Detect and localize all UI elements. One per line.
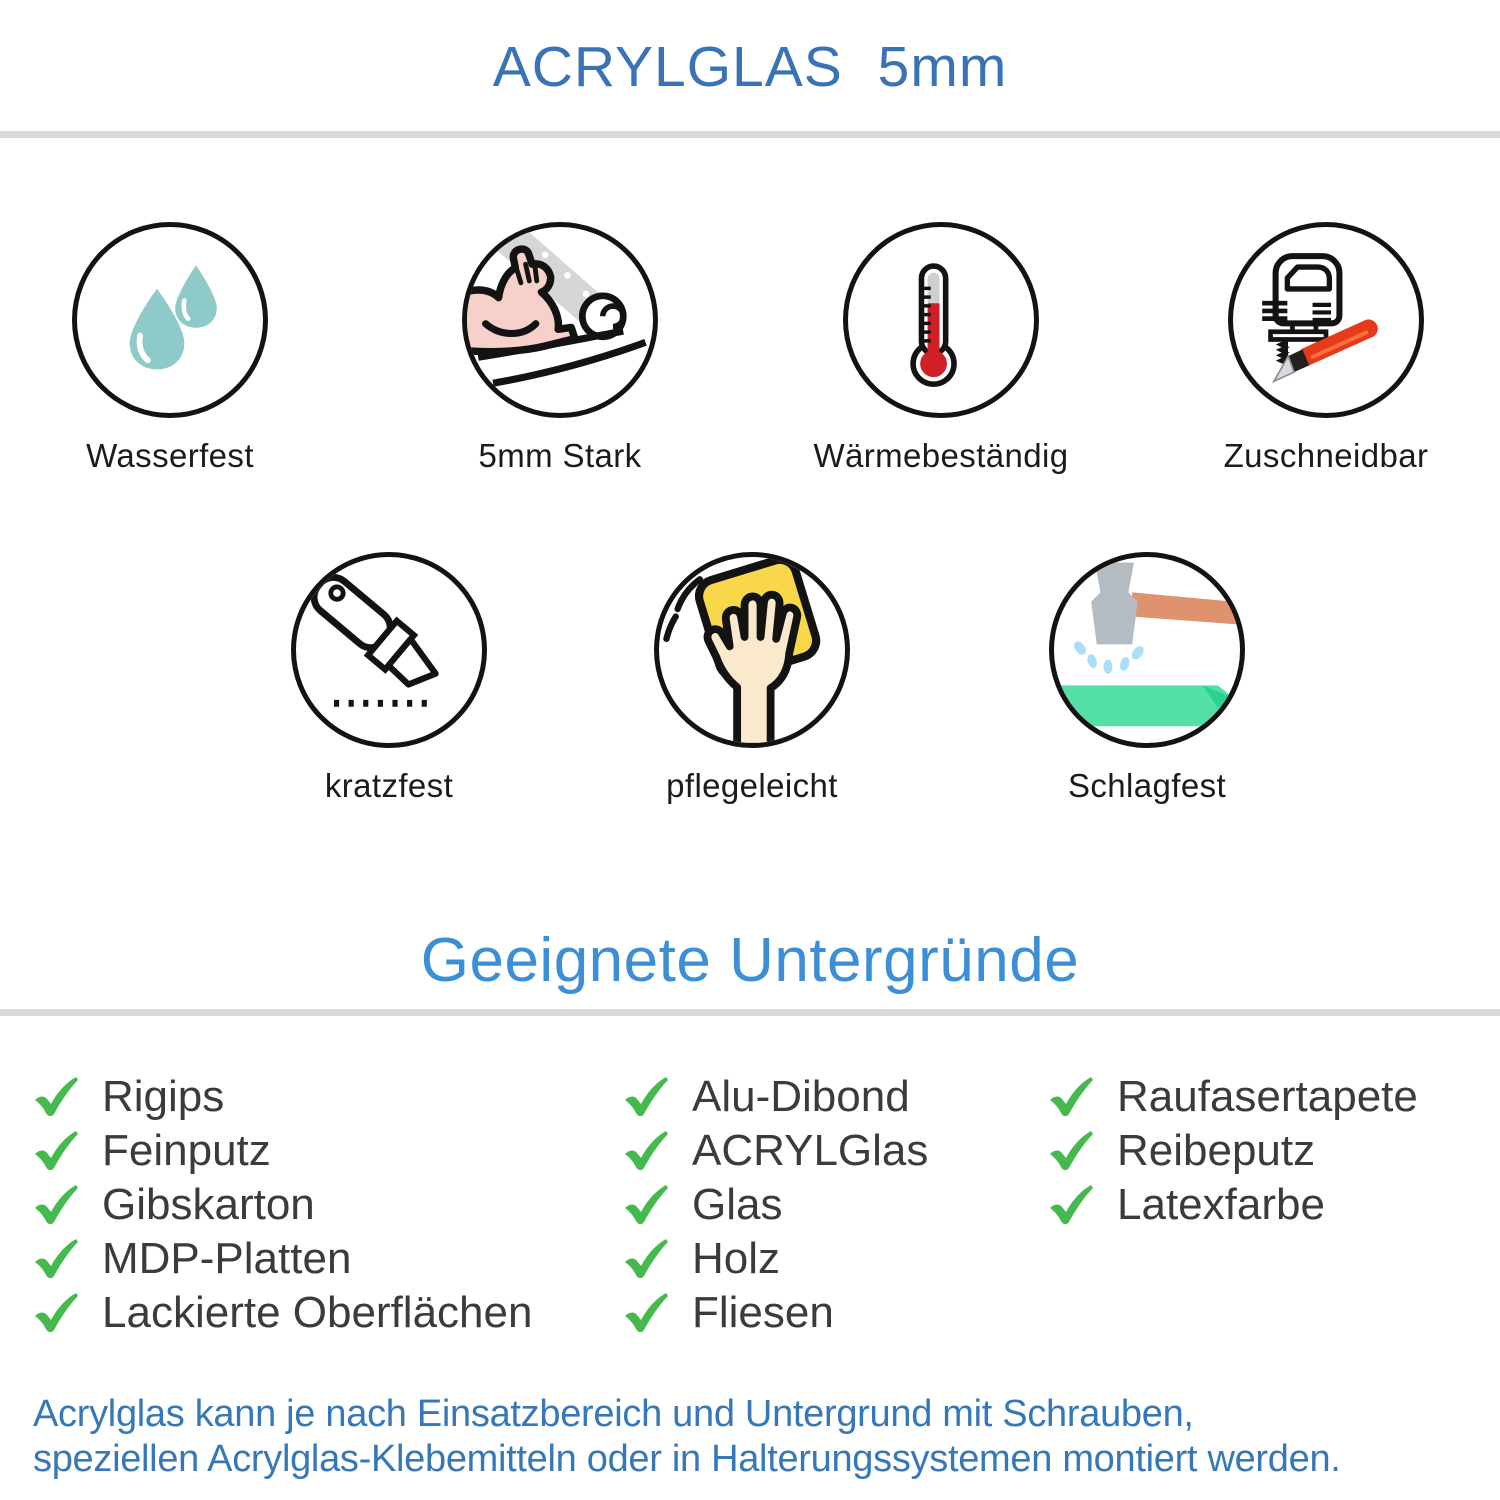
list-item-label: ACRYLGlas [692,1126,929,1175]
list-item-label: Glas [692,1180,783,1229]
feature-label: 5mm Stark [478,437,642,474]
list-item: Feinputz [33,1124,532,1178]
checkmark-icon [35,1293,78,1333]
feature-waermebestaendig: Wärmebeständig [751,222,1131,475]
checkmark-icon [1050,1077,1093,1117]
list-item: Lackierte Oberflächen [33,1286,532,1340]
feature-circle [1049,552,1245,748]
feature-kratzfest: kratzfest [199,552,579,805]
mounting-note-line-2: speziellen Acrylglas-Klebemitteln oder i… [33,1438,1341,1480]
feature-circle [843,222,1039,418]
substrates-column-3: Raufasertapete Reibeputz Latexfarbe [1048,1070,1418,1232]
list-item: Glas [623,1178,928,1232]
checkmark-icon [625,1131,668,1171]
feature-label: Wasserfest [86,437,254,474]
list-item-label: Lackierte Oberflächen [102,1288,533,1337]
list-item: Gibskarton [33,1178,532,1232]
checkmark-icon [35,1239,78,1279]
list-item: Latexfarbe [1048,1178,1418,1232]
checkmark-icon [625,1077,668,1117]
feature-label: pflegeleicht [666,767,838,804]
checkmark-icon [625,1185,668,1225]
feature-schlagfest: Schlagfest [957,552,1337,805]
list-item-label: Gibskarton [102,1180,315,1229]
list-item: Reibeputz [1048,1124,1418,1178]
checkmark-icon [1050,1131,1093,1171]
cleaning-hand-icon [663,557,821,743]
list-item: MDP-Platten [33,1232,532,1286]
list-item: Holz [623,1232,928,1286]
list-item-label: Alu-Dibond [692,1072,910,1121]
list-item-label: Fliesen [692,1288,834,1337]
list-item-label: Reibeputz [1117,1126,1316,1175]
substrates-heading: Geeignete Untergründe [420,926,1080,995]
checkmark-icon [35,1131,78,1171]
feature-label: kratzfest [324,767,454,804]
list-item-label: Feinputz [102,1126,271,1175]
feature-zuschneidbar: Zuschneidbar [1136,222,1500,475]
list-item: Alu-Dibond [623,1070,928,1124]
feature-wasserfest: Wasserfest [0,222,360,475]
substrates-column-2: Alu-Dibond ACRYLGlas Glas Holz Fliesen [623,1070,928,1340]
list-item-label: MDP-Platten [102,1234,352,1283]
list-item: Raufasertapete [1048,1070,1418,1124]
checkmark-icon [35,1185,78,1225]
feature-pflegeleicht: pflegeleicht [562,552,942,805]
feature-circle [72,222,268,418]
list-item-label: Holz [692,1234,781,1283]
feature-circle [654,552,850,748]
jigsaw-icon [1262,253,1378,384]
list-item: Fliesen [623,1286,928,1340]
checkmark-icon [35,1077,78,1117]
page-title: ACRYLGLAS 5mm [492,35,1008,99]
substrates-column-1: Rigips Feinputz Gibskarton MDP-Platten L… [33,1070,532,1340]
list-item: Rigips [33,1070,532,1124]
list-item-label: Rigips [102,1072,225,1121]
checkmark-icon [625,1293,668,1333]
checkmark-icon [1050,1185,1093,1225]
thermometer-icon [910,263,957,387]
divider-top [0,131,1500,138]
mounting-note: Acrylglas kann je nach Einsatzbereich un… [33,1392,1341,1482]
muscle-arm-icon [467,227,647,387]
list-item-label: Raufasertapete [1117,1072,1418,1121]
feature-circle [1228,222,1424,418]
utility-knife-icon [310,573,439,707]
water-drops-icon [129,265,217,370]
mounting-note-line-1: Acrylglas kann je nach Einsatzbereich un… [33,1393,1194,1435]
list-item: ACRYLGlas [623,1124,928,1178]
feature-label: Schlagfest [1067,767,1227,804]
checkmark-icon [625,1239,668,1279]
feature-circle [462,222,658,418]
feature-label: Zuschneidbar [1223,437,1429,474]
feature-label: Wärmebeständig [813,437,1069,474]
list-item-label: Latexfarbe [1117,1180,1325,1229]
feature-circle [291,552,487,748]
divider-mid [0,1009,1500,1016]
feature-5mm-stark: 5mm Stark [370,222,750,475]
hammer-icon [1057,562,1240,727]
